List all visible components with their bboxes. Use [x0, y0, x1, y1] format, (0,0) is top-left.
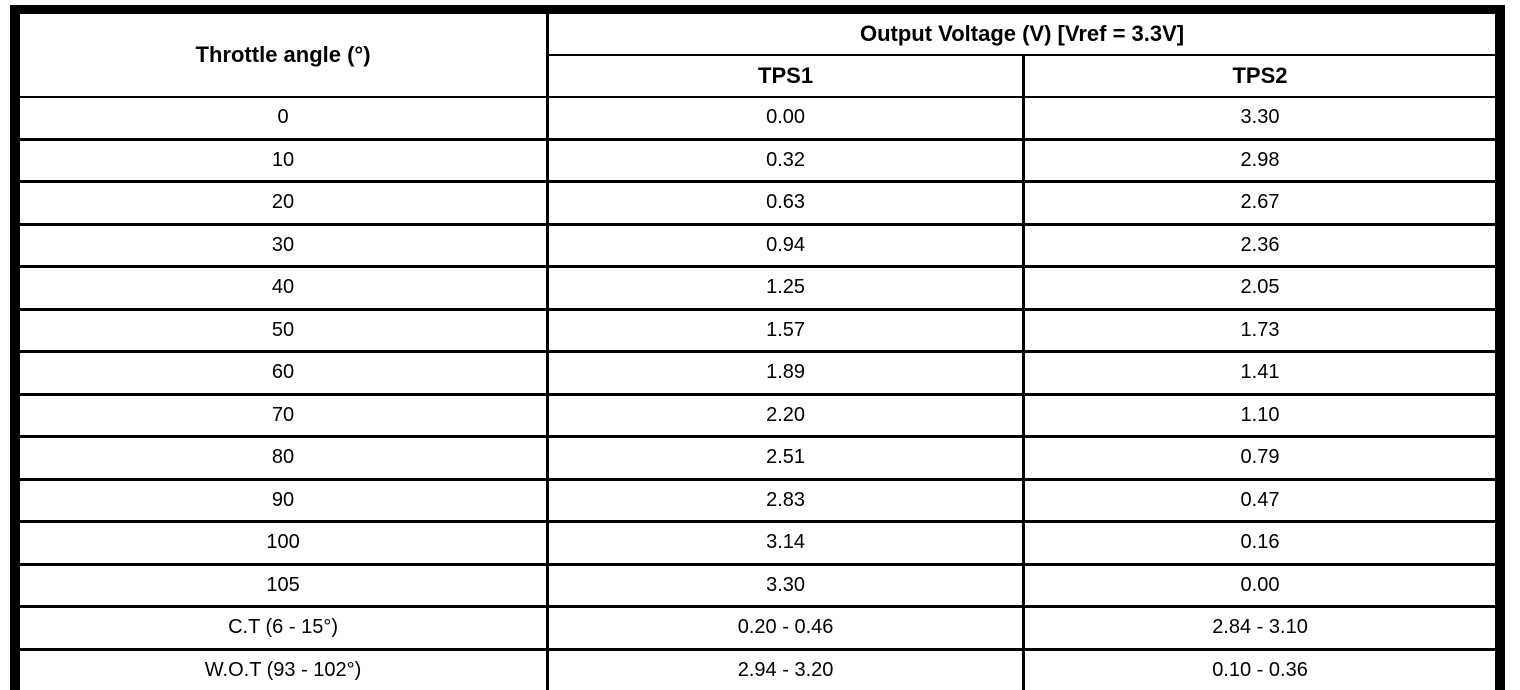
table-row: 70 2.20 1.10	[16, 392, 1498, 438]
throttle-angle-cell: W.O.T (93 - 102°)	[16, 647, 550, 690]
tps2-column-header: TPS2	[1022, 54, 1498, 98]
tps2-voltage-cell: 0.16	[1022, 520, 1498, 566]
table-row: 100 3.14 0.16	[16, 520, 1498, 566]
tps1-voltage-cell: 1.89	[546, 350, 1026, 396]
tps1-voltage-cell: 1.57	[546, 307, 1026, 353]
tps2-voltage-cell: 1.10	[1022, 392, 1498, 438]
tps1-voltage-cell: 1.25	[546, 265, 1026, 311]
tps2-voltage-cell: 0.79	[1022, 435, 1498, 481]
tps2-voltage-cell: 2.36	[1022, 222, 1498, 268]
throttle-angle-cell: 100	[16, 520, 550, 566]
table-row: 80 2.51 0.79	[16, 435, 1498, 481]
tps2-voltage-cell: 2.67	[1022, 180, 1498, 226]
tps1-voltage-cell: 3.14	[546, 520, 1026, 566]
throttle-angle-cell: 70	[16, 392, 550, 438]
table-row: C.T (6 - 15°) 0.20 - 0.46 2.84 - 3.10	[16, 605, 1498, 651]
tps2-voltage-cell: 1.73	[1022, 307, 1498, 353]
throttle-angle-cell: 40	[16, 265, 550, 311]
tps1-voltage-cell: 2.20	[546, 392, 1026, 438]
tps2-voltage-cell: 3.30	[1022, 96, 1498, 141]
tps1-voltage-cell: 0.32	[546, 137, 1026, 183]
throttle-angle-column-header: Throttle angle (°)	[16, 12, 550, 98]
tps1-voltage-cell: 2.94 - 3.20	[546, 647, 1026, 690]
throttle-angle-cell: 105	[16, 562, 550, 608]
tps1-voltage-cell: 2.51	[546, 435, 1026, 481]
tps1-voltage-cell: 2.83	[546, 477, 1026, 523]
tps2-voltage-cell: 2.05	[1022, 265, 1498, 311]
throttle-angle-cell: 80	[16, 435, 550, 481]
tps-voltage-table-frame: Throttle angle (°) Output Voltage (V) [V…	[10, 5, 1505, 690]
table-row: 90 2.83 0.47	[16, 477, 1498, 523]
table-row: 40 1.25 2.05	[16, 265, 1498, 311]
throttle-angle-cell: 90	[16, 477, 550, 523]
throttle-angle-cell: 10	[16, 137, 550, 183]
tps1-column-header: TPS1	[546, 54, 1026, 98]
table-row: W.O.T (93 - 102°) 2.94 - 3.20 0.10 - 0.3…	[16, 647, 1498, 690]
throttle-angle-cell: 60	[16, 350, 550, 396]
tps2-voltage-cell: 0.10 - 0.36	[1022, 647, 1498, 690]
tps1-voltage-cell: 0.63	[546, 180, 1026, 226]
tps-voltage-table: Throttle angle (°) Output Voltage (V) [V…	[16, 12, 1498, 690]
tps1-voltage-cell: 0.00	[546, 96, 1026, 141]
table-row: 0 0.00 3.30	[16, 96, 1498, 141]
table-row: 50 1.57 1.73	[16, 307, 1498, 353]
throttle-angle-cell: 20	[16, 180, 550, 226]
table-row: 60 1.89 1.41	[16, 350, 1498, 396]
output-voltage-group-header: Output Voltage (V) [Vref = 3.3V]	[546, 12, 1498, 56]
throttle-angle-cell: 50	[16, 307, 550, 353]
throttle-angle-cell: 30	[16, 222, 550, 268]
table-body: 0 0.00 3.30 10 0.32 2.98 20 0.63 2.67 30…	[16, 96, 1498, 690]
tps2-voltage-cell: 0.47	[1022, 477, 1498, 523]
tps2-voltage-cell: 2.98	[1022, 137, 1498, 183]
table-row: 30 0.94 2.36	[16, 222, 1498, 268]
table-row: 10 0.32 2.98	[16, 137, 1498, 183]
tps2-voltage-cell: 1.41	[1022, 350, 1498, 396]
throttle-angle-cell: C.T (6 - 15°)	[16, 605, 550, 651]
throttle-angle-cell: 0	[16, 96, 550, 141]
table-row: 105 3.30 0.00	[16, 562, 1498, 608]
tps2-voltage-cell: 2.84 - 3.10	[1022, 605, 1498, 651]
tps1-voltage-cell: 0.20 - 0.46	[546, 605, 1026, 651]
table-row: 20 0.63 2.67	[16, 180, 1498, 226]
table-header: Throttle angle (°) Output Voltage (V) [V…	[16, 12, 1498, 98]
tps1-voltage-cell: 0.94	[546, 222, 1026, 268]
tps2-voltage-cell: 0.00	[1022, 562, 1498, 608]
tps1-voltage-cell: 3.30	[546, 562, 1026, 608]
